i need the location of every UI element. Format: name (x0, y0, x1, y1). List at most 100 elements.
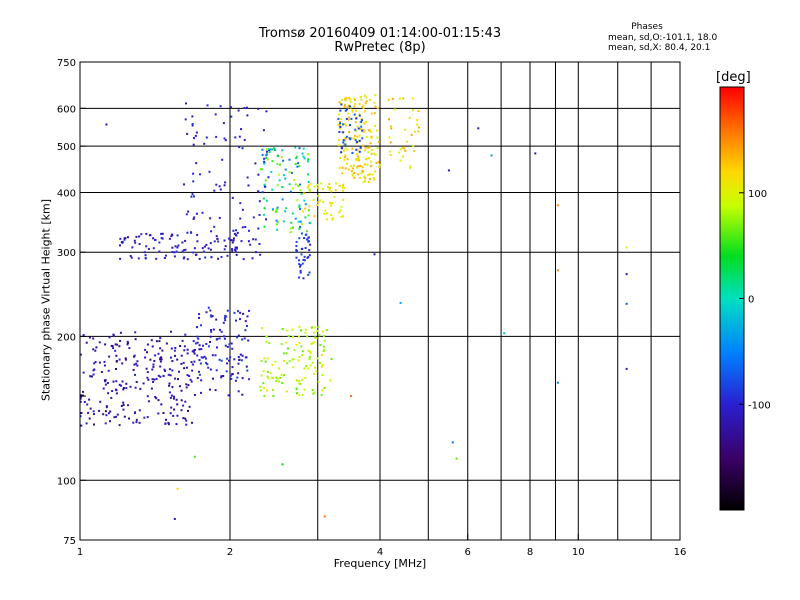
data-point (284, 168, 287, 171)
data-point (185, 366, 188, 369)
data-point (376, 136, 379, 139)
data-point (161, 349, 164, 352)
data-point (205, 357, 207, 360)
data-point (196, 233, 199, 236)
data-point (363, 180, 366, 183)
data-point (236, 231, 239, 234)
data-point (153, 360, 156, 362)
data-point (186, 374, 189, 377)
data-point (133, 354, 136, 357)
data-point (128, 347, 131, 350)
data-point (301, 152, 304, 155)
data-point (370, 165, 373, 168)
data-point (241, 226, 244, 229)
data-point (233, 248, 236, 251)
data-point (241, 147, 244, 150)
data-point (246, 114, 249, 117)
data-point (186, 348, 189, 351)
data-points (79, 94, 628, 520)
data-point (162, 374, 165, 377)
data-point (299, 265, 301, 268)
data-point (298, 356, 301, 358)
data-point (137, 257, 140, 260)
data-point (373, 253, 376, 256)
data-point (192, 218, 195, 220)
data-point (149, 234, 152, 237)
data-point (351, 174, 354, 177)
data-point (357, 156, 360, 159)
data-point (205, 361, 208, 364)
grid (80, 62, 680, 540)
data-point (183, 349, 186, 352)
data-point (114, 343, 117, 346)
data-point (363, 175, 366, 178)
data-point (298, 259, 301, 262)
data-point (114, 388, 117, 391)
data-point (180, 399, 183, 402)
data-point (115, 380, 118, 383)
data-point (110, 396, 113, 399)
data-point (353, 176, 356, 179)
data-point (119, 237, 122, 240)
data-point (207, 306, 210, 309)
data-point (266, 158, 269, 161)
data-point (357, 173, 359, 176)
data-point (288, 158, 291, 161)
data-point (122, 401, 125, 404)
data-point (112, 347, 115, 350)
data-point (184, 248, 187, 251)
y-tick-label: 750 (57, 58, 76, 69)
data-point (201, 247, 204, 250)
data-point (119, 331, 122, 334)
data-point (170, 394, 173, 397)
data-point (209, 368, 212, 371)
data-point (302, 258, 305, 261)
data-point (312, 198, 315, 201)
data-point (225, 315, 228, 318)
data-point (258, 214, 261, 216)
data-point (309, 221, 312, 224)
data-point (260, 168, 263, 171)
data-point (146, 343, 149, 346)
data-point (355, 148, 358, 151)
data-point (206, 363, 209, 366)
data-point (80, 395, 83, 398)
data-point (237, 310, 239, 313)
data-point (293, 349, 296, 352)
data-point (361, 129, 364, 132)
data-point (229, 356, 232, 359)
data-point (288, 183, 291, 186)
data-point (140, 233, 143, 236)
data-point (364, 177, 367, 180)
data-point (364, 94, 366, 97)
data-point (89, 375, 92, 378)
data-point (121, 240, 124, 243)
data-point (239, 202, 242, 205)
data-point (342, 189, 344, 192)
data-point (331, 217, 334, 220)
data-point (198, 373, 201, 376)
data-point (308, 249, 311, 252)
data-point (323, 345, 326, 348)
data-point (417, 110, 420, 112)
data-point (359, 165, 362, 167)
data-point (128, 417, 130, 420)
data-point (288, 171, 291, 174)
data-point (215, 135, 218, 138)
data-point (200, 379, 203, 382)
data-point (309, 355, 312, 358)
data-point (149, 358, 152, 361)
data-point (367, 151, 370, 154)
data-point (354, 103, 357, 105)
data-point (308, 254, 311, 257)
data-point (302, 277, 305, 280)
data-point (344, 143, 347, 146)
data-point (283, 360, 286, 362)
data-point (362, 180, 365, 183)
data-point (364, 158, 367, 161)
data-point (291, 212, 294, 215)
data-point (257, 190, 260, 193)
data-point (246, 106, 248, 109)
data-point (301, 379, 304, 382)
data-point (242, 312, 245, 315)
